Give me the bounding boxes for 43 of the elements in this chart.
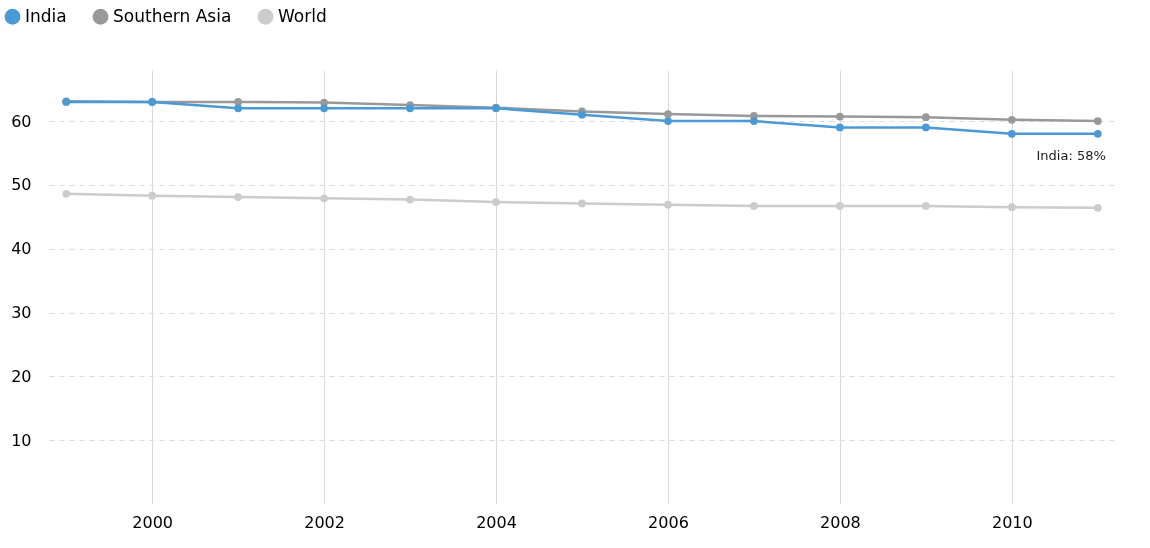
y-tick-label: 50	[11, 175, 32, 195]
point	[750, 117, 758, 125]
x-tick-label: 2006	[648, 512, 689, 532]
point	[922, 123, 930, 132]
point	[578, 199, 586, 208]
point	[750, 202, 758, 210]
y-tick-label: 60	[11, 111, 32, 131]
point	[234, 104, 242, 113]
point	[234, 193, 242, 201]
point	[406, 104, 414, 113]
point	[1093, 203, 1102, 212]
y-tick-label: 20	[11, 366, 32, 386]
y-tick-label: 30	[11, 303, 32, 323]
point	[406, 195, 414, 204]
point	[836, 123, 844, 132]
x-tick-label: 2008	[820, 512, 861, 532]
point	[1093, 117, 1102, 125]
legend-label: Southern Asia	[113, 5, 232, 26]
y-tick-label: 40	[11, 239, 32, 259]
point	[664, 110, 672, 118]
legend-label: World	[278, 5, 327, 26]
point	[1093, 129, 1102, 138]
point	[1007, 129, 1016, 138]
legend-label: India	[25, 5, 67, 26]
point	[664, 117, 672, 125]
y-tick-label: 10	[11, 430, 32, 450]
point	[922, 113, 930, 122]
annotation: India: 58%	[1036, 147, 1106, 163]
point	[62, 189, 71, 198]
point	[922, 202, 930, 210]
x-tick-label: 2000	[132, 512, 174, 532]
x-tick-label: 2002	[304, 512, 345, 532]
point	[836, 202, 844, 210]
x-tick-label: 2004	[476, 512, 517, 532]
x-tick-label: 2010	[991, 512, 1033, 532]
point	[1007, 203, 1016, 212]
point	[836, 112, 844, 121]
point	[320, 104, 328, 113]
point	[1007, 115, 1016, 124]
point	[492, 198, 500, 206]
point	[320, 194, 328, 203]
point	[664, 200, 672, 209]
point	[148, 191, 157, 200]
